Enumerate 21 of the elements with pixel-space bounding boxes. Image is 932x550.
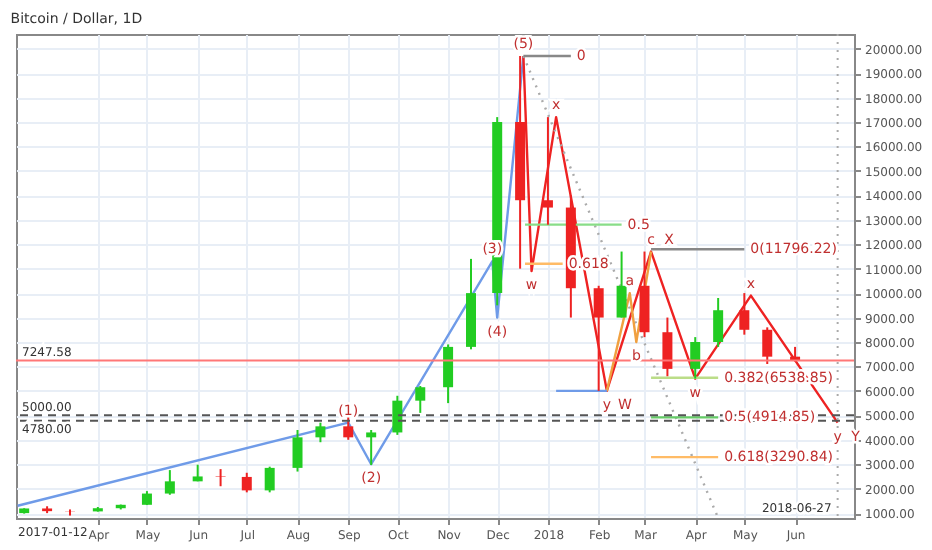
candlestick bbox=[366, 429, 377, 466]
candlestick bbox=[215, 468, 226, 488]
candlestick bbox=[542, 116, 553, 226]
candlestick bbox=[315, 421, 326, 444]
candlestick bbox=[164, 469, 175, 496]
candlestick bbox=[343, 414, 354, 441]
candlestick bbox=[662, 316, 673, 378]
line-series bbox=[605, 250, 653, 393]
candlestick bbox=[690, 336, 701, 380]
candlestick bbox=[241, 471, 252, 494]
candlestick bbox=[616, 250, 627, 319]
candlestick bbox=[639, 250, 650, 339]
candlestick bbox=[443, 343, 454, 405]
candlestick bbox=[415, 385, 426, 414]
candlestick bbox=[264, 465, 275, 494]
candlestick bbox=[292, 429, 303, 473]
candlestick bbox=[713, 297, 724, 348]
candlestick bbox=[392, 394, 403, 436]
candlestick bbox=[593, 284, 604, 392]
candlestick bbox=[739, 292, 750, 336]
candlestick bbox=[762, 326, 773, 365]
